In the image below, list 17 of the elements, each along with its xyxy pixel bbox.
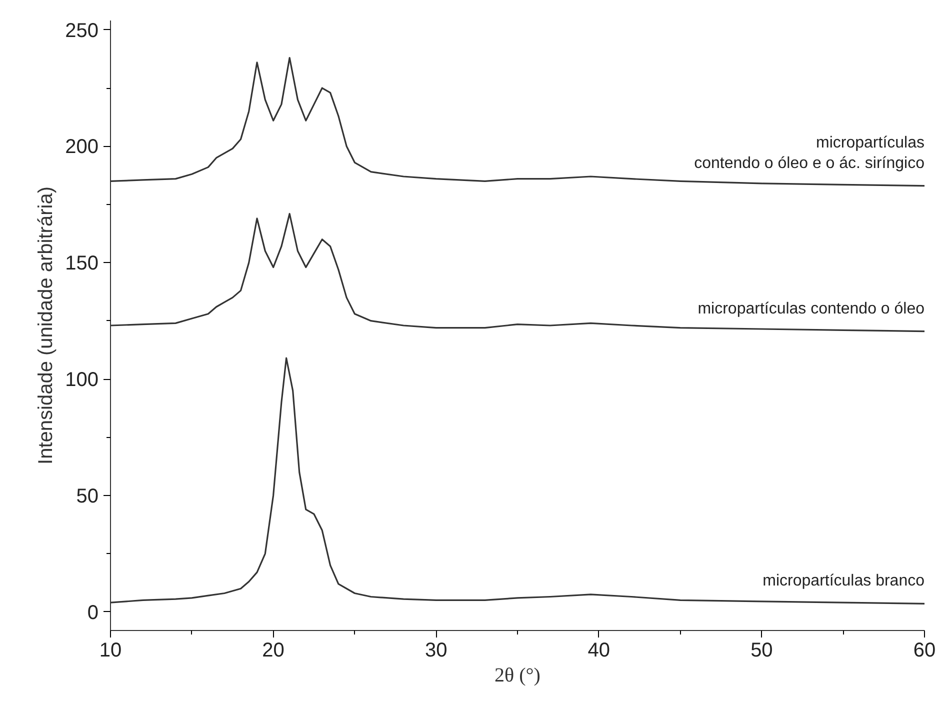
y-tick-label: 150 — [65, 252, 99, 275]
y-tick-label: 250 — [65, 20, 99, 42]
y-tick-label: 0 — [87, 602, 98, 624]
y-tick-label: 100 — [65, 369, 99, 392]
x-axis-title: 2θ (°) — [494, 664, 540, 686]
x-tick-label: 30 — [424, 640, 448, 662]
y-tick-label: 200 — [65, 136, 99, 158]
series-label: micropartículas contendo o óleo — [698, 300, 925, 318]
x-tick-label: 60 — [913, 640, 936, 662]
x-tick-label: 20 — [262, 640, 284, 662]
x-tick-label: 40 — [588, 640, 610, 662]
x-tick-label: 50 — [750, 640, 773, 662]
series-label: micropartículas contendo o óleo e o ác. siríngico — [694, 134, 925, 172]
y-axis-title: Intensidade (unidade arbitrária) — [35, 186, 58, 464]
x-tick-label: 10 — [99, 640, 122, 662]
y-tick-label: 50 — [76, 485, 99, 508]
series-label: micropartículas branco — [762, 572, 925, 590]
